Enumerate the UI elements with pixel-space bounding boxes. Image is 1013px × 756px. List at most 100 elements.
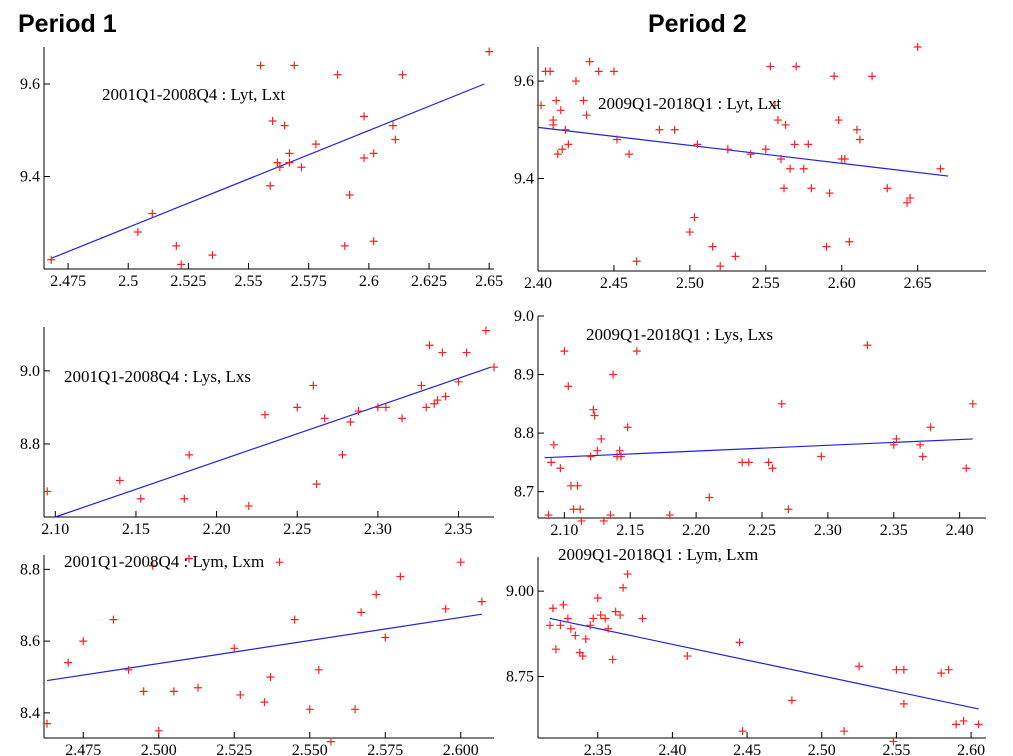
panel-4-data-point (918, 452, 927, 461)
panel-6-data-point (787, 696, 796, 705)
panel-2-data-point (786, 164, 795, 173)
panel-1-x-tick-label: 2.525 (170, 273, 206, 290)
panel-4-data-point (577, 516, 586, 525)
panel-2-data-point (804, 140, 813, 149)
panel-4-data-point (556, 464, 565, 473)
panel-3-data-point (373, 403, 382, 412)
panel-2-data-point (868, 72, 877, 81)
panel-4-data-point (768, 464, 777, 473)
panel-4-y-tick-label: 9.0 (514, 308, 534, 325)
panel-3-data-point (185, 450, 194, 459)
panel-5-data-point (372, 590, 381, 599)
panel-2-data-point (790, 140, 799, 149)
panel-1-data-point (275, 163, 284, 172)
panel-2-y-tick-label: 9.6 (514, 73, 534, 90)
panel-3-data-point (43, 487, 52, 496)
panel-5-data-point (357, 608, 366, 617)
panel-4-fit-line (544, 438, 973, 459)
panel-2-data-point (906, 193, 915, 202)
panel-2-x-tick-label: 2.60 (828, 275, 856, 292)
panel-3-data-point (441, 392, 450, 401)
panel-1-data-point (177, 260, 186, 269)
panel-5-y-tick-label: 8.4 (20, 705, 40, 722)
panel-6-data-point (840, 727, 849, 736)
panel-5-x-tick-label: 2.525 (216, 742, 252, 756)
panel-4-data-point (926, 423, 935, 432)
panel-1-data-point (360, 154, 369, 162)
panel-4-data-point (547, 458, 556, 467)
panel-6-x-tick-label: 2.60 (957, 742, 985, 756)
panel-2-data-point (549, 120, 558, 129)
panel-4-data-point (589, 405, 598, 414)
panel-5-x-tick-label: 2.575 (367, 742, 403, 756)
panel-6-data-point (738, 727, 747, 736)
panel-3-data-point (338, 450, 347, 459)
panel-1-data-point (47, 255, 56, 264)
panel-3-x-tick-label: 2.35 (445, 521, 473, 538)
panel-1-data-point (285, 149, 294, 158)
panel-5-data-point (64, 658, 73, 667)
panel-2-data-point (834, 116, 843, 125)
panel-1-data-point (256, 61, 265, 70)
panel-2-data-point (830, 72, 839, 81)
panel-5-fit-line (46, 613, 483, 682)
panel-4-data-point (744, 458, 753, 467)
panel-3-data-point (462, 348, 471, 357)
panel-4-data-point (615, 446, 624, 455)
panel-6-data-point (855, 662, 864, 671)
panel-6-annotation: 2009Q1-2018Q1 : Lym, Lxm (558, 545, 758, 564)
panel-6-data-point (892, 665, 901, 674)
panel-4-x-tick-label: 2.35 (880, 522, 908, 539)
panel-1-data-point (345, 191, 354, 199)
panel-3-data-point (422, 403, 431, 412)
panel-4-y-tick-label: 8.8 (514, 425, 534, 442)
panel-5-annotation: 2001Q1-2008Q4 : Lym, Lxm (64, 552, 264, 571)
panel-6-data-point (735, 638, 744, 647)
panel-6-data-point (601, 614, 610, 623)
panel-5-data-point (456, 558, 465, 567)
panel-1-x-tick-label: 2.65 (475, 273, 503, 290)
panel-5-data-point (43, 719, 52, 728)
panel-2-data-point (852, 125, 861, 134)
panel-2-data-point (781, 120, 790, 129)
panel-2-y-tick-label: 9.4 (514, 170, 534, 187)
panel-1-data-point (266, 181, 275, 190)
panel-6-data-point (545, 621, 554, 630)
panel-5-data-point (326, 737, 335, 746)
panel-4-data-point (632, 347, 641, 356)
panel-3-fit-line (55, 366, 491, 518)
panel-5-x-tick-label: 2.500 (141, 742, 177, 756)
period-2-title: Period 2 (648, 10, 747, 38)
panel-4-data-point (590, 411, 599, 420)
panel-6-fit-line (549, 617, 979, 710)
panel-1-x-tick-label: 2.475 (50, 273, 86, 290)
panel-2-data-point (780, 184, 789, 193)
panel-4-data-point (665, 511, 674, 520)
panel-4-data-point (586, 452, 595, 461)
panel-4-data-point (764, 458, 773, 467)
panel-5-x-tick-label: 2.550 (292, 742, 328, 756)
panel-2-fit-line (537, 126, 949, 177)
panel-1-x-tick-label: 2.6 (359, 273, 379, 290)
panel-5-data-point (184, 554, 193, 563)
panel-6-data-point (589, 614, 598, 623)
panel-2-data-point (840, 155, 849, 163)
panel-4-data-point (597, 434, 606, 443)
panel-4-data-point (817, 452, 826, 461)
panel-1-x-tick-label: 2.625 (411, 273, 447, 290)
panel-2-data-point (822, 242, 831, 251)
panel-4-x-tick-label: 2.10 (550, 522, 578, 539)
panel-2-data-point (537, 101, 546, 110)
panel-1-data-point (369, 149, 378, 158)
panel-6-data-point (959, 716, 968, 725)
panel-1-data-point (172, 241, 181, 250)
panel-2-data-point (776, 155, 785, 163)
panel-1-fit-line (50, 83, 485, 259)
panel-6-data-point (571, 631, 580, 640)
panel-6-data-point (593, 593, 602, 602)
panel-2-x-tick-label: 2.50 (676, 275, 704, 292)
panel-3-x-tick-label: 2.25 (283, 521, 311, 538)
panel-2-data-point (773, 116, 782, 125)
panel-6-data-point (619, 583, 628, 592)
panel-3-data-point (180, 494, 189, 503)
